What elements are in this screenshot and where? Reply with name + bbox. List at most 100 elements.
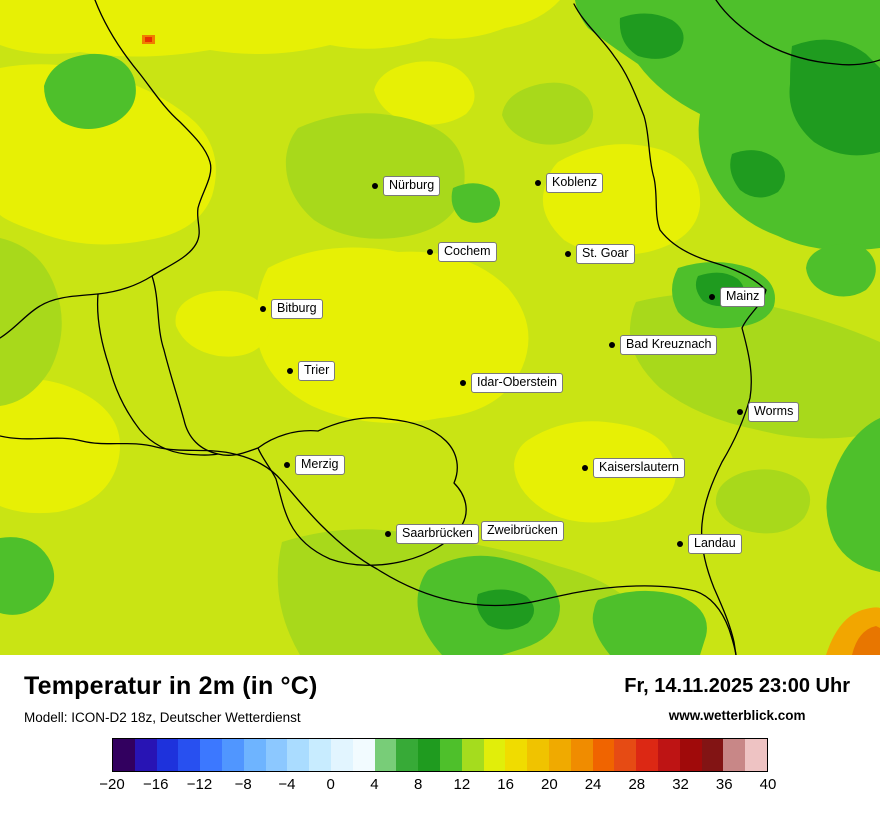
legend-color-segment bbox=[679, 739, 702, 771]
legend-color-segment bbox=[113, 739, 135, 771]
legend-ticks: −20 −16 −12 −8 −4 0 4 8 12 16 20 24 28 32 36 40 bbox=[99, 776, 776, 794]
legend-color-segment bbox=[570, 739, 593, 771]
legend-color-segment bbox=[396, 739, 419, 771]
city-dot bbox=[460, 380, 466, 386]
legend-color-segment bbox=[287, 739, 310, 771]
legend-color-segment bbox=[309, 739, 331, 771]
city-marker: Trier bbox=[287, 361, 336, 381]
page-title: Temperatur in 2m (in °C) bbox=[24, 672, 318, 700]
forecast-datetime: Fr, 14.11.2025 23:00 Uhr bbox=[624, 675, 850, 697]
city-dot bbox=[709, 294, 715, 300]
city-dot bbox=[677, 541, 683, 547]
legend-color-segment bbox=[745, 739, 767, 771]
city-dot bbox=[260, 306, 266, 312]
city-label: Koblenz bbox=[546, 173, 604, 193]
legend-tick-label: 36 bbox=[715, 776, 733, 793]
city-marker: Bad Kreuznach bbox=[609, 335, 718, 355]
legend-color-segment bbox=[330, 739, 353, 771]
legend-color-segment bbox=[701, 739, 724, 771]
legend-tick-label: −16 bbox=[142, 776, 169, 793]
city-marker: Landau bbox=[677, 534, 742, 554]
legend-color-segment bbox=[636, 739, 658, 771]
map-overlay: Nürburg Koblenz Cochem St. Goar Bitburg Mainz… bbox=[260, 173, 800, 554]
legend: −20 −16 −12 −8 −4 0 4 8 12 16 20 24 28 32 36 40 bbox=[99, 738, 776, 794]
legend-tick-label: −8 bbox=[234, 776, 252, 793]
city-marker: Zweibrücken bbox=[481, 521, 564, 541]
legend-color-segment bbox=[548, 739, 571, 771]
city-marker: Kaiserslautern bbox=[582, 458, 685, 478]
legend-tick-label: 4 bbox=[370, 776, 379, 793]
city-dot bbox=[385, 531, 391, 537]
city-label: Trier bbox=[298, 361, 336, 381]
model-info: Modell: ICON-D2 18z, Deutscher Wetterdie… bbox=[24, 710, 301, 725]
city-marker: Idar-Oberstein bbox=[460, 373, 563, 393]
legend-color-segment bbox=[243, 739, 266, 771]
city-dot bbox=[737, 409, 743, 415]
city-dot bbox=[284, 462, 290, 468]
legend-color-segment bbox=[483, 739, 506, 771]
city-dot bbox=[427, 249, 433, 255]
city-dot bbox=[535, 180, 541, 186]
city-label: Kaiserslautern bbox=[593, 458, 685, 478]
city-dot bbox=[609, 342, 615, 348]
map-canvas: Nürburg Koblenz Cochem St. Goar Bitburg Mainz… bbox=[0, 0, 880, 655]
warm-orange-layer bbox=[142, 35, 880, 655]
legend-tick-label: 0 bbox=[326, 776, 335, 793]
legend-color-segment bbox=[265, 739, 288, 771]
legend-tick-label: −4 bbox=[278, 776, 296, 793]
legend-color-segment bbox=[439, 739, 462, 771]
legend-tick-label: 40 bbox=[759, 776, 777, 793]
legend-color-segment bbox=[614, 739, 637, 771]
city-dot bbox=[582, 465, 588, 471]
city-marker: Cochem bbox=[427, 242, 497, 262]
city-label: Nürburg bbox=[383, 176, 441, 196]
legend-color-segment bbox=[178, 739, 201, 771]
legend-color-segment bbox=[134, 739, 157, 771]
legend-color-segment bbox=[592, 739, 615, 771]
legend-tick-label: 24 bbox=[584, 776, 602, 793]
city-marker: St. Goar bbox=[565, 244, 635, 264]
legend-color-segment bbox=[200, 739, 222, 771]
datetime-block: Fr, 14.11.2025 23:00 Uhr www.wetterblick… bbox=[624, 672, 850, 723]
legend-color-segment bbox=[461, 739, 484, 771]
city-marker: Saarbrücken bbox=[385, 524, 479, 544]
city-marker: Koblenz bbox=[535, 173, 604, 193]
legend-tick-label: 16 bbox=[497, 776, 514, 793]
city-label: Idar-Oberstein bbox=[471, 373, 563, 393]
city-dot bbox=[287, 368, 293, 374]
city-label: St. Goar bbox=[576, 244, 635, 264]
legend-color-segment bbox=[657, 739, 680, 771]
city-label: Cochem bbox=[438, 242, 497, 262]
legend-tick-label: 8 bbox=[413, 776, 423, 793]
city-label: Bad Kreuznach bbox=[620, 335, 718, 355]
legend-tick-label: −20 bbox=[99, 776, 125, 793]
title-block: Temperatur in 2m (in °C) Modell: ICON-D2… bbox=[24, 672, 318, 725]
city-dot bbox=[565, 251, 571, 257]
legend-tick-label: 12 bbox=[453, 776, 471, 793]
legend-color-segment bbox=[156, 739, 179, 771]
city-label: Landau bbox=[688, 534, 742, 554]
city-label: Bitburg bbox=[271, 299, 323, 319]
legend-tick-label: 28 bbox=[628, 776, 646, 793]
legend-tick-label: 20 bbox=[540, 776, 558, 793]
city-label: Mainz bbox=[720, 287, 766, 307]
legend-color-segment bbox=[505, 739, 528, 771]
city-marker: Nürburg bbox=[372, 176, 441, 196]
city-label: Merzig bbox=[295, 455, 345, 475]
footer-title-row: Temperatur in 2m (in °C) Modell: ICON-D2… bbox=[0, 655, 880, 725]
legend-bar bbox=[112, 738, 768, 772]
legend-color-segment bbox=[527, 739, 549, 771]
city-marker: Mainz bbox=[709, 287, 766, 307]
city-label: Saarbrücken bbox=[396, 524, 479, 544]
city-label: Zweibrücken bbox=[481, 521, 564, 541]
legend-color-segment bbox=[374, 739, 397, 771]
city-dot bbox=[372, 183, 378, 189]
city-marker: Bitburg bbox=[260, 299, 323, 319]
legend-color-segment bbox=[723, 739, 746, 771]
legend-color-segment bbox=[221, 739, 244, 771]
legend-tick-label: −12 bbox=[186, 776, 213, 793]
legend-color-segment bbox=[352, 739, 375, 771]
website-label: www.wetterblick.com bbox=[668, 708, 806, 723]
city-marker: Merzig bbox=[284, 455, 345, 475]
legend-tick-label: 32 bbox=[672, 776, 689, 793]
